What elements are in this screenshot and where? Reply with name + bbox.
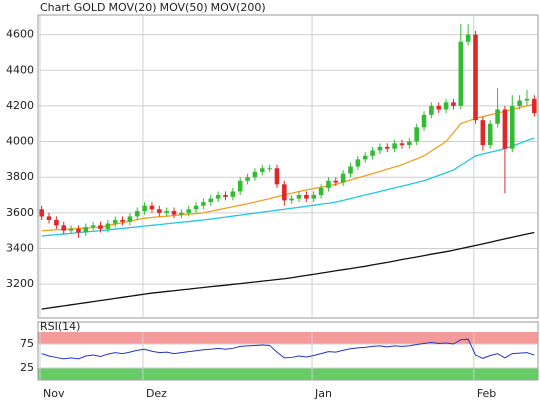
candle-body — [237, 180, 243, 192]
candle-body — [149, 205, 155, 210]
x-tick-label: Feb — [477, 387, 496, 400]
candle-body — [105, 223, 111, 229]
candle-body — [296, 195, 302, 199]
candle-body — [215, 195, 221, 199]
candle-body — [282, 184, 287, 201]
candle-body — [179, 212, 184, 215]
y-tick-label: 3800 — [6, 170, 34, 183]
candle-body — [502, 109, 508, 149]
legend-entry: MOV(20) — [109, 1, 157, 14]
candle-body — [392, 143, 397, 149]
candle-body — [524, 98, 530, 101]
candle-body — [274, 168, 280, 185]
candle-body — [384, 146, 390, 149]
candle-body — [333, 180, 339, 183]
candle-body — [509, 105, 515, 149]
candle-body — [465, 34, 471, 42]
y-tick-label: 4400 — [6, 63, 34, 76]
candle-body — [61, 225, 67, 231]
candle-body — [458, 41, 464, 106]
candle-body — [267, 168, 272, 170]
candle-body — [157, 209, 162, 213]
candle-body — [487, 123, 493, 146]
candle-body — [473, 34, 478, 121]
candle-body — [304, 195, 309, 199]
candle-body — [414, 127, 419, 142]
candle-body — [83, 227, 89, 233]
candle-body — [399, 143, 405, 146]
x-tick-label: Jan — [314, 387, 332, 400]
candle-body — [436, 105, 442, 110]
candle-body — [171, 211, 177, 215]
candle-body — [348, 166, 353, 174]
chart-title: Chart GOLD — [40, 1, 106, 14]
candle-body — [421, 114, 427, 128]
moving-average-line — [41, 231, 535, 310]
y-tick-label: 4000 — [6, 135, 34, 148]
y-tick-label: 4200 — [6, 99, 34, 112]
candle-body — [311, 195, 317, 199]
overbought-zone — [38, 332, 538, 344]
candle-body — [245, 177, 250, 181]
oversold-zone — [38, 368, 538, 380]
y-tick-label: 3200 — [6, 277, 34, 290]
candle-body — [39, 209, 44, 217]
x-tick-label: Nov — [43, 387, 65, 400]
candle-body — [54, 219, 59, 226]
rsi-line — [41, 338, 535, 360]
candle-body — [142, 205, 147, 212]
candle-body — [127, 216, 133, 222]
candle-body — [377, 146, 383, 151]
y-tick-label: 75 — [20, 337, 34, 350]
moving-average-line — [41, 137, 535, 237]
candle-body — [532, 98, 537, 114]
y-tick-label: 4600 — [6, 28, 34, 41]
candle-body — [362, 155, 368, 160]
candle-body — [370, 150, 375, 156]
y-tick-label: 25 — [20, 361, 34, 374]
candle-body — [517, 100, 522, 106]
candle-body — [289, 198, 294, 201]
legend-entry: MOV(200) — [211, 1, 266, 14]
legend-entry: MOV(50) — [160, 1, 208, 14]
candle-body — [451, 102, 456, 106]
candle-body — [223, 195, 228, 197]
candle-body — [208, 198, 214, 203]
candle-body — [326, 180, 331, 188]
candle-body — [90, 225, 96, 228]
candle-body — [68, 228, 74, 231]
candle-body — [429, 105, 434, 115]
candle-body — [495, 109, 500, 124]
candle-body — [201, 202, 206, 206]
candle-body — [164, 211, 169, 213]
y-tick-label: 3400 — [6, 241, 34, 254]
candle-body — [46, 216, 52, 220]
moving-average-line — [41, 103, 535, 232]
candle-body — [230, 191, 236, 197]
candle-body — [112, 219, 118, 224]
candle-body — [355, 159, 361, 167]
candle-body — [318, 187, 324, 196]
candle-body — [186, 209, 192, 213]
candle-body — [76, 228, 81, 233]
candle-body — [252, 171, 258, 178]
candle-body — [407, 141, 412, 146]
candle-body — [443, 102, 449, 110]
panel-frame — [37, 14, 539, 319]
candle-body — [120, 219, 125, 222]
candle-body — [193, 205, 199, 210]
candle-body — [134, 211, 140, 217]
candle-body — [259, 168, 265, 172]
candle-body — [340, 173, 346, 183]
rsi-label: RSI(14) — [40, 320, 80, 333]
candle-body — [98, 225, 103, 229]
y-tick-label: 3600 — [6, 206, 34, 219]
candle-body — [480, 120, 486, 146]
x-tick-label: Dez — [146, 387, 167, 400]
